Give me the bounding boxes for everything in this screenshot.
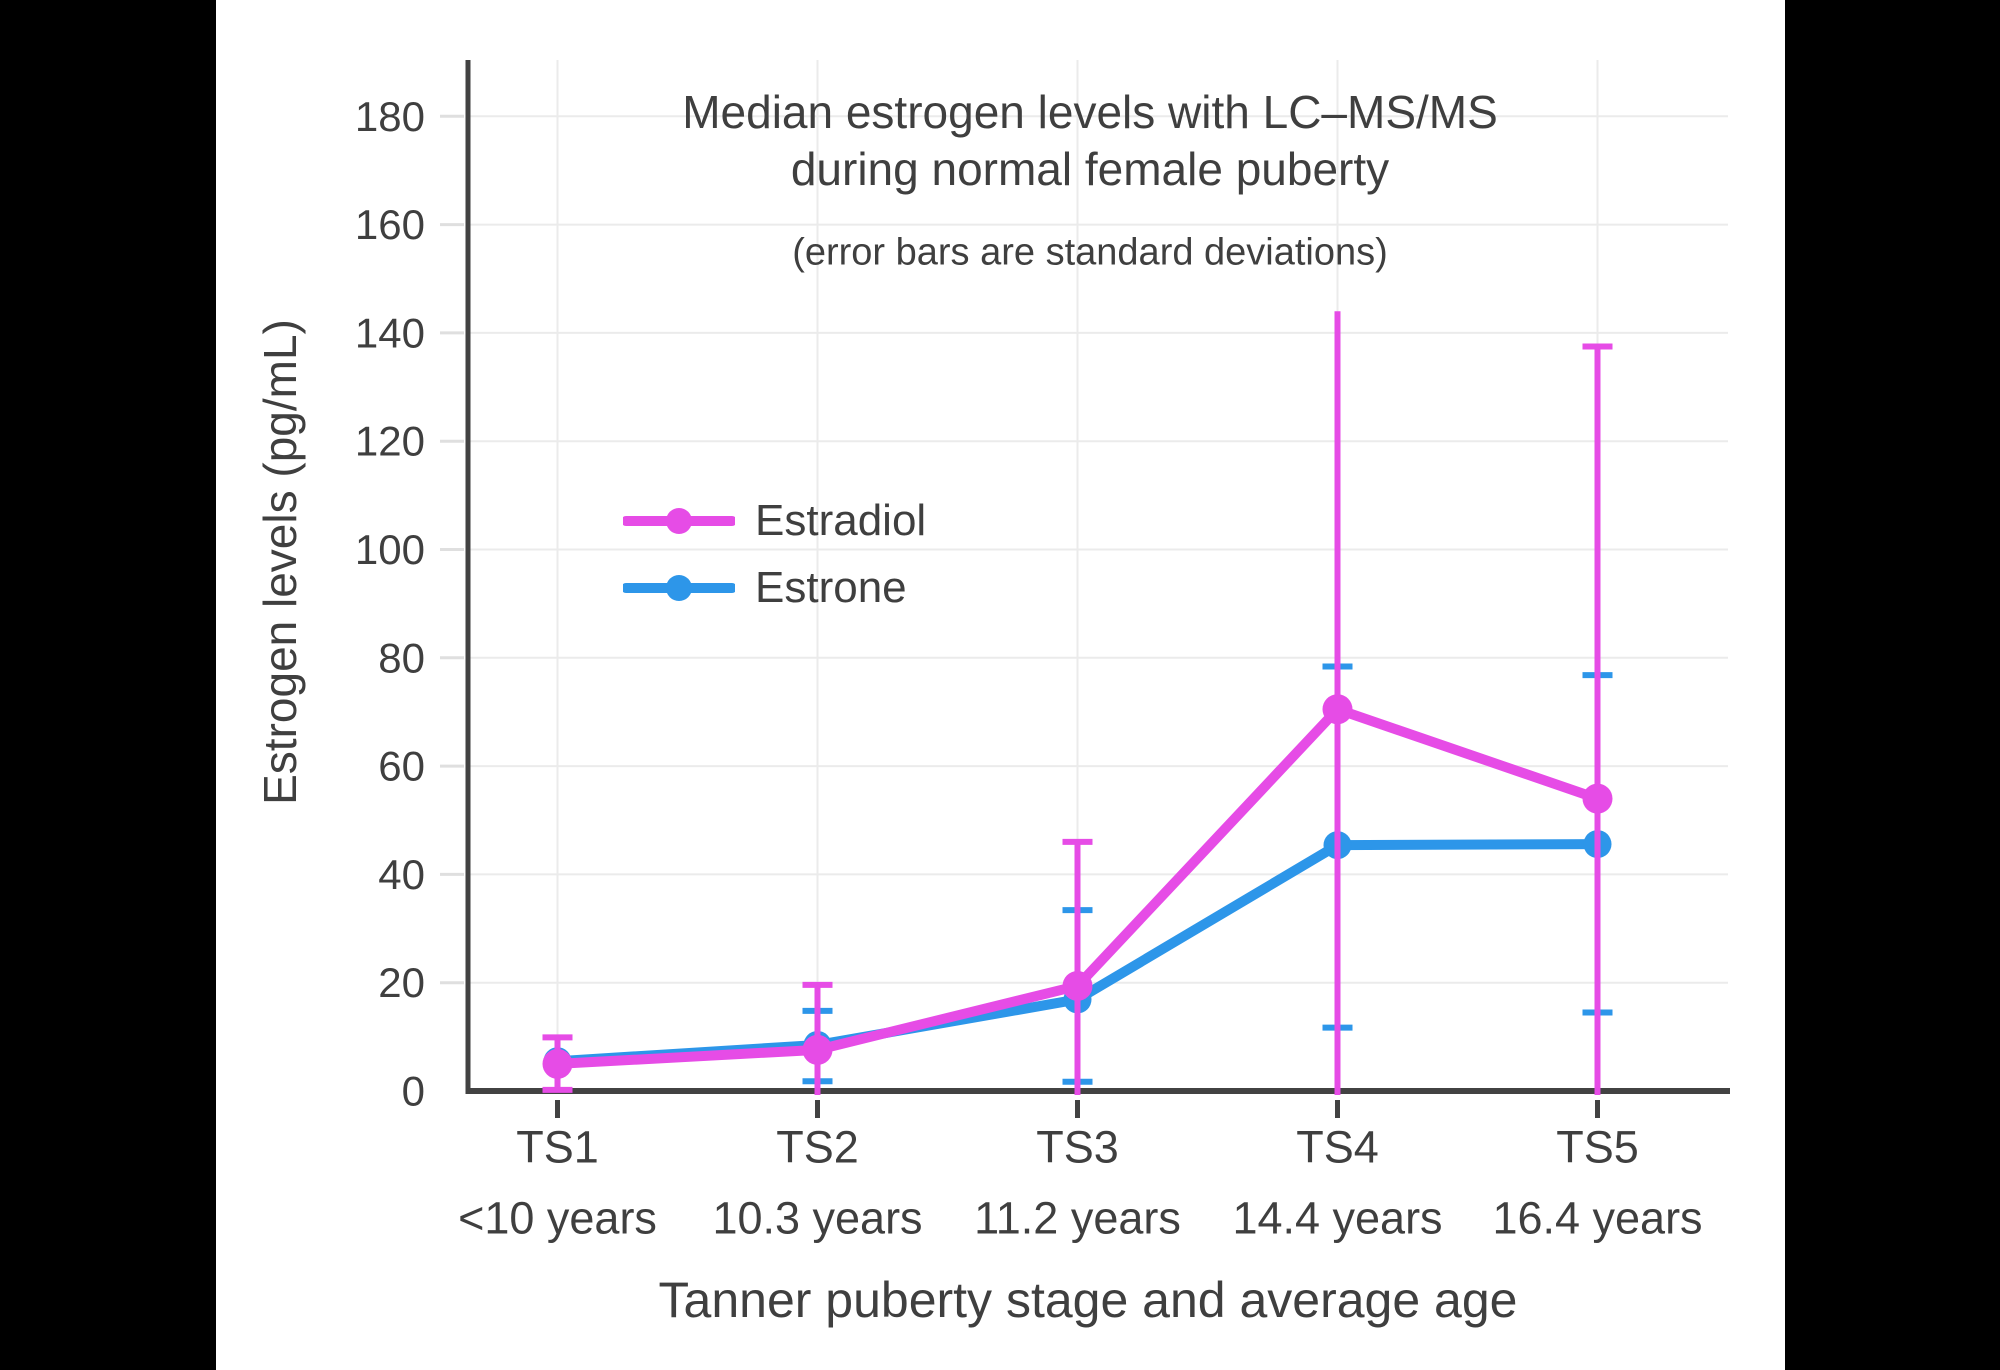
- y-tick-label: 80: [378, 634, 425, 681]
- x-category-label: TS3: [1036, 1122, 1119, 1173]
- x-age-label: 10.3 years: [712, 1193, 922, 1244]
- y-tick-label: 160: [355, 201, 425, 248]
- x-category-label: TS2: [776, 1122, 859, 1173]
- y-tick-label: 0: [402, 1068, 425, 1115]
- legend-item-estrone[interactable]: Estrone: [623, 554, 926, 621]
- y-tick-label: 180: [355, 93, 425, 140]
- x-category-label: TS1: [516, 1122, 599, 1173]
- x-category-label: TS4: [1296, 1122, 1379, 1173]
- x-age-label: <10 years: [458, 1193, 657, 1244]
- x-age-label: 11.2 years: [974, 1193, 1181, 1244]
- legend-sample-estrone-icon: [623, 574, 735, 601]
- y-tick-label: 140: [355, 309, 425, 356]
- legend-sample-estradiol-icon: [623, 507, 735, 534]
- data-point-estradiol-ts1: [542, 1048, 573, 1079]
- x-age-label: 16.4 years: [1492, 1193, 1702, 1244]
- legend-label-estradiol: Estradiol: [755, 495, 927, 545]
- chart-plot-area: 0 20 40 60 80 100 120 140 160 180 TS1 <10 years TS2 1…: [355, 60, 1730, 1244]
- y-tick-label: 100: [355, 526, 425, 573]
- legend-label-estrone: Estrone: [755, 562, 907, 612]
- y-tick-label: 120: [355, 418, 425, 465]
- y-tick-label: 40: [378, 851, 425, 898]
- y-axis-title: Estrogen levels (pg/mL): [254, 319, 306, 805]
- data-point-estradiol-ts5: [1582, 783, 1613, 814]
- x-age-label: 14.4 years: [1232, 1193, 1442, 1244]
- x-axis-title: Tanner puberty stage and average age: [658, 1272, 1518, 1328]
- y-tick-label: 60: [378, 743, 425, 790]
- y-tick-label: 20: [378, 959, 425, 1006]
- data-point-estradiol-ts4: [1322, 694, 1353, 725]
- chart-title-line-2: during normal female puberty: [790, 143, 1390, 195]
- data-point-estradiol-ts2: [802, 1034, 833, 1065]
- chart-canvas: 0 20 40 60 80 100 120 140 160 180 TS1 <10 years TS2 1…: [216, 0, 1785, 1370]
- x-category-label: TS5: [1556, 1122, 1639, 1173]
- chart-title-line-1: Median estrogen levels with LC–MS/MS: [682, 86, 1498, 138]
- legend-item-estradiol[interactable]: Estradiol: [623, 487, 926, 554]
- chart-subtitle: (error bars are standard deviations): [792, 231, 1388, 274]
- legend: Estradiol Estrone: [623, 487, 926, 621]
- data-point-estradiol-ts3: [1062, 970, 1093, 1001]
